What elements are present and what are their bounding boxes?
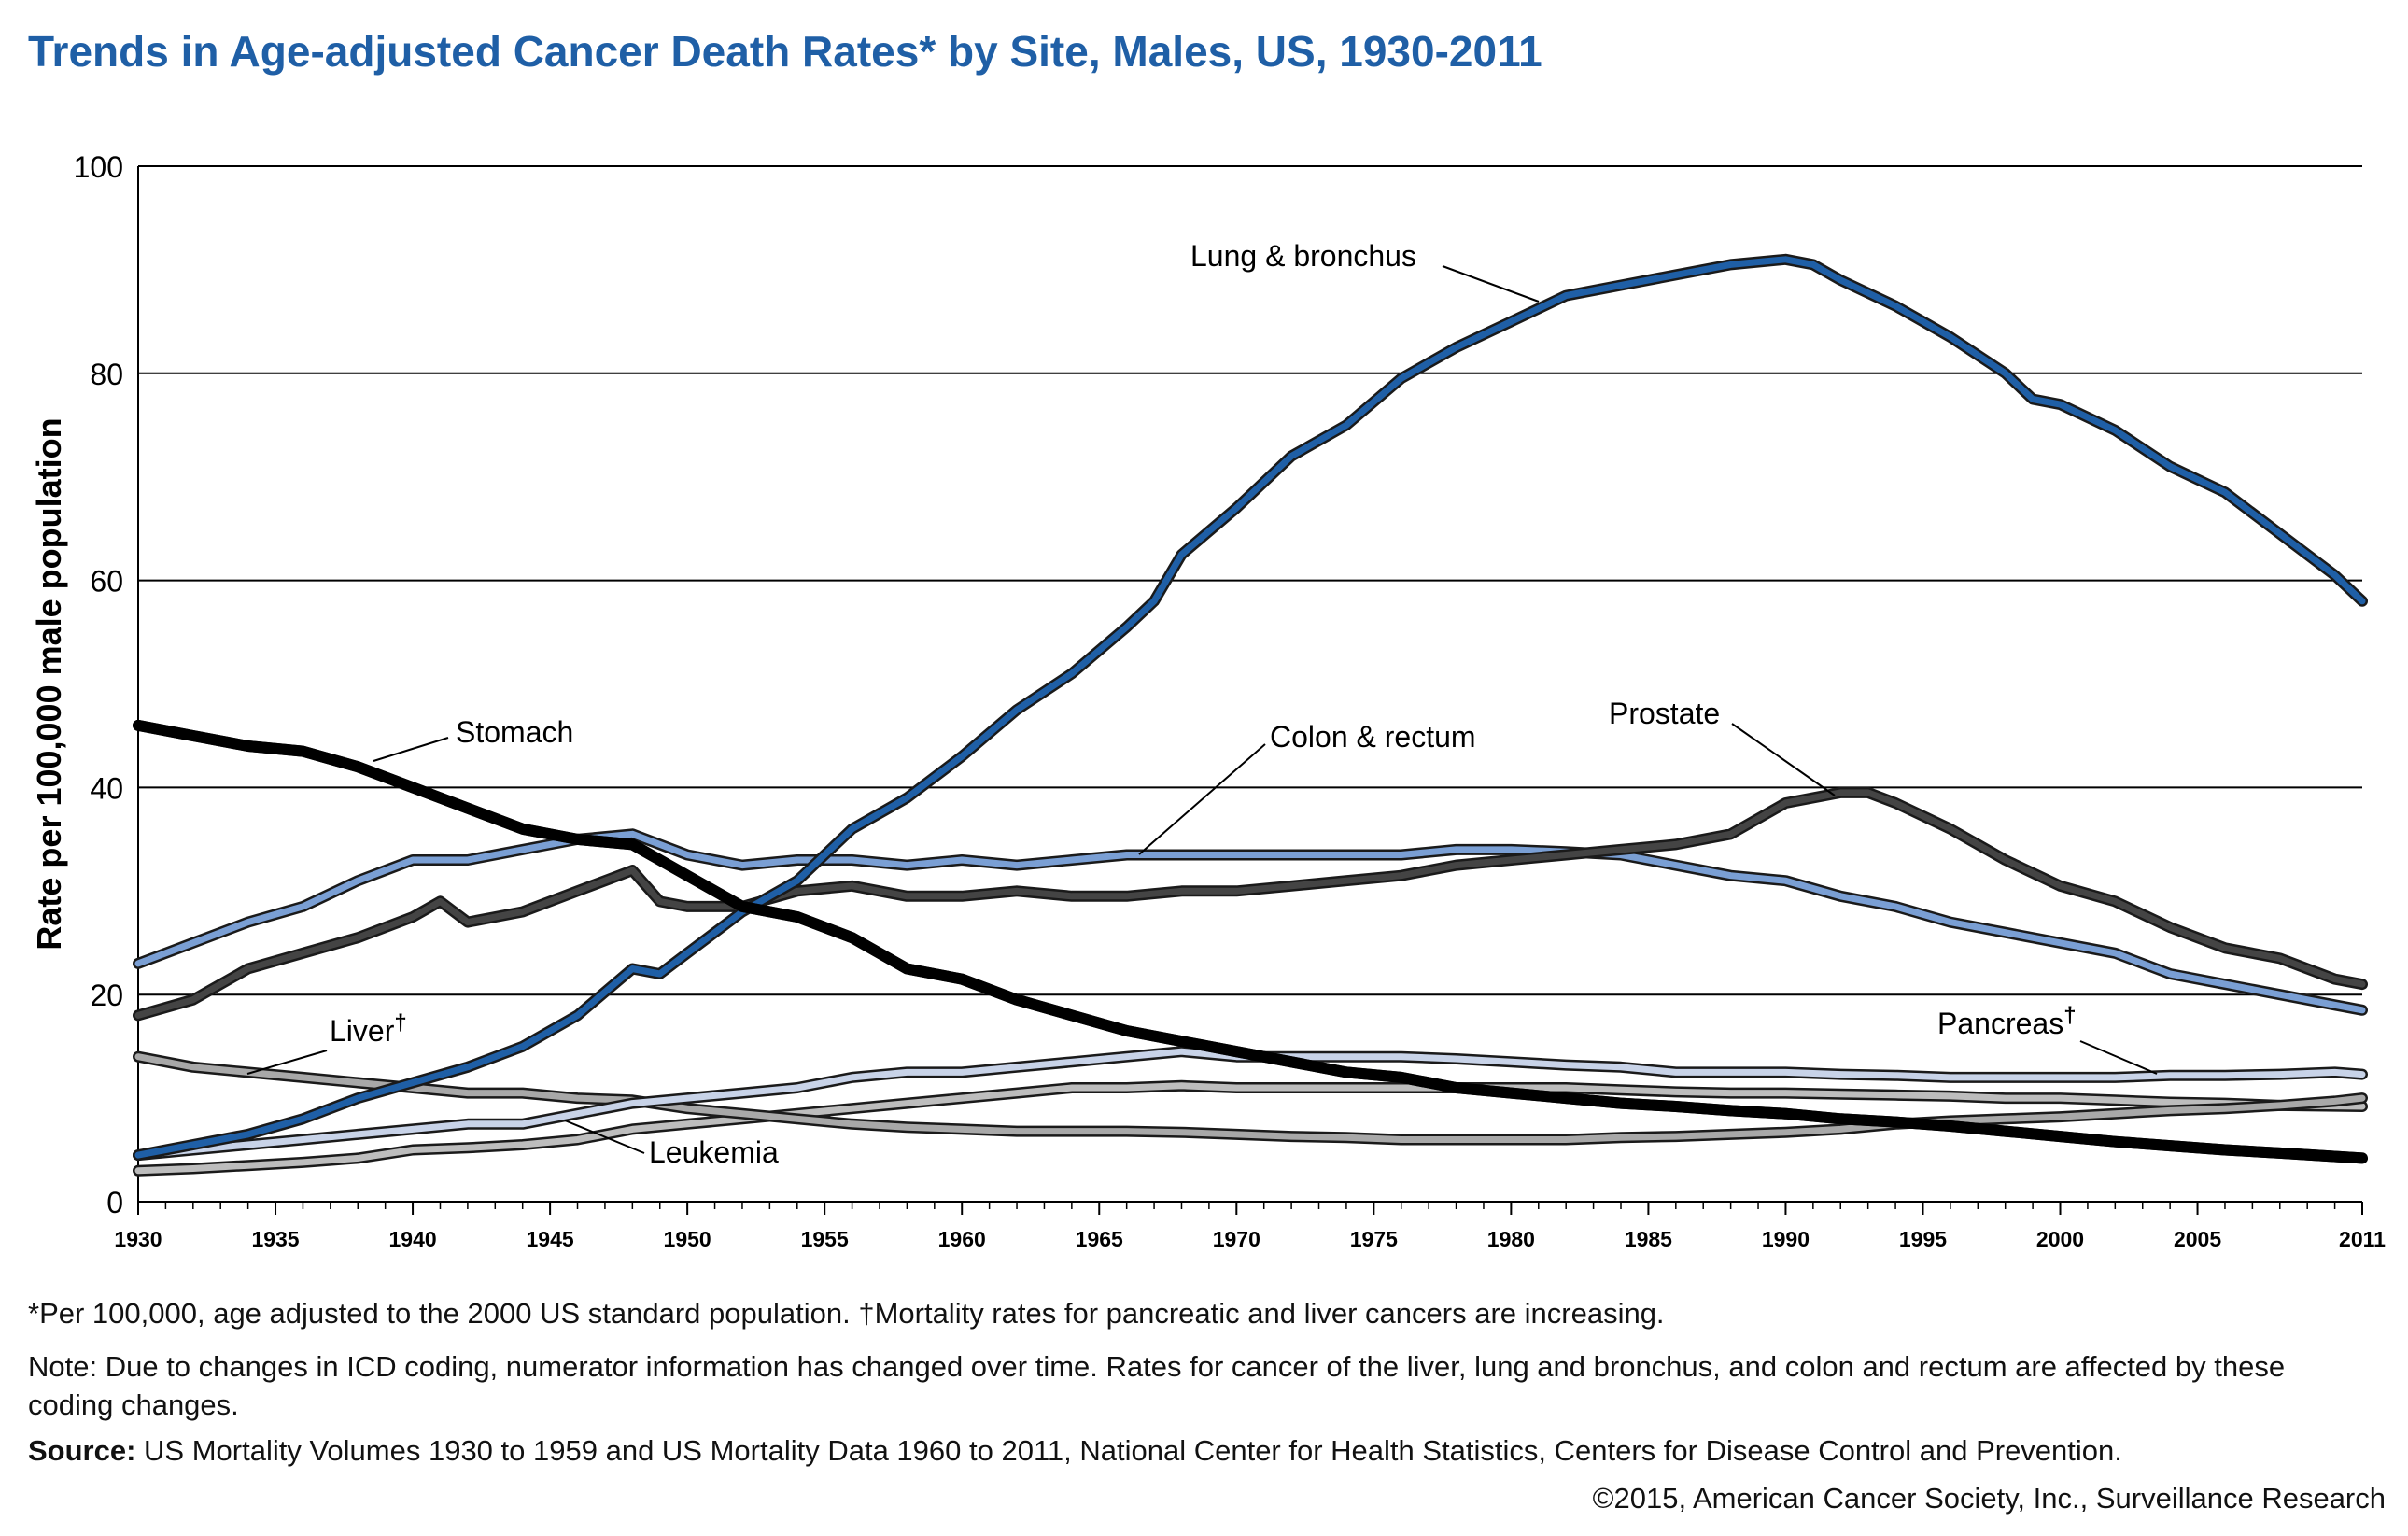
x-tick-label: 1990	[1762, 1227, 1810, 1251]
y-tick-label: 100	[74, 150, 123, 184]
series-lines	[133, 253, 2368, 1177]
series-line-leukemia	[134, 1082, 2366, 1175]
x-tick-label: 1945	[527, 1227, 574, 1251]
annotation-label: Leukemia	[649, 1135, 779, 1169]
annotations: Lung & bronchus Stomach Colon & rectum Pros…	[246, 239, 2158, 1169]
x-tick-label: 1940	[388, 1227, 436, 1251]
x-tick-label: 1965	[1076, 1227, 1123, 1251]
y-tick-label: 60	[90, 565, 123, 599]
footnote-definition: *Per 100,000, age adjusted to the 2000 U…	[28, 1297, 1665, 1330]
annotation-leader	[1442, 265, 1540, 303]
x-tick-label: 1995	[1899, 1227, 1947, 1251]
annotation-leader	[1731, 723, 1836, 796]
annotation-leader	[373, 737, 449, 762]
series-line-stomach	[133, 719, 2368, 1164]
x-tick-label: 1960	[938, 1227, 986, 1251]
series-outline-prostate	[133, 786, 2368, 1022]
annotation-leader	[564, 1120, 645, 1154]
x-tick-label: 1935	[251, 1227, 299, 1251]
annotation-superscript: †	[2063, 1003, 2076, 1028]
annotation-label: Prostate	[1609, 697, 1720, 730]
y-axis-label: Rate per 100,000 male population	[30, 417, 68, 950]
annotation-label: Colon & rectum	[1270, 720, 1476, 754]
axes: 0 20 40 60 80 100 1930 1935 1940 1945 1950 1955 1960…	[30, 150, 2386, 1251]
series-line-liver	[134, 1053, 2366, 1143]
copyright: ©2015, American Cancer Society, Inc., Su…	[1592, 1482, 2386, 1515]
y-tick-label: 40	[90, 771, 123, 805]
annotation-label: Lung & bronchus	[1190, 239, 1416, 273]
x-tick-label: 2011	[2339, 1227, 2386, 1251]
series-line-lung-bronchus	[134, 256, 2366, 1159]
source-label: Source:	[28, 1434, 136, 1467]
series-line-prostate	[134, 789, 2366, 1019]
annotation-leader	[246, 1050, 328, 1075]
x-tick-label: 1955	[801, 1227, 849, 1251]
chart-title: Trends in Age-adjusted Cancer Death Rate…	[28, 27, 1542, 76]
x-tick-label: 1985	[1625, 1227, 1672, 1251]
annotation-leader	[1138, 743, 1266, 855]
x-tick-label: 1970	[1213, 1227, 1260, 1251]
annotation-leader	[2079, 1040, 2158, 1075]
x-tick-label: 1975	[1350, 1227, 1398, 1251]
x-tick-label: 1930	[114, 1227, 162, 1251]
footnote-note: Note: Due to changes in ICD coding, nume…	[28, 1350, 2286, 1421]
footnote-source: Source: US Mortality Volumes 1930 to 195…	[28, 1431, 2122, 1470]
y-tick-label: 80	[90, 358, 123, 391]
gridlines	[138, 165, 2362, 996]
x-tick-label: 2000	[2036, 1227, 2084, 1251]
x-tick-label: 2005	[2174, 1227, 2221, 1251]
x-tick-label: 1980	[1487, 1227, 1535, 1251]
source-text: US Mortality Volumes 1930 to 1959 and US…	[135, 1434, 2122, 1467]
x-tick-label: 1950	[664, 1227, 711, 1251]
annotation-label: Pancreas†	[1937, 1003, 2077, 1040]
y-tick-label: 20	[90, 979, 123, 1012]
annotation-superscript: †	[394, 1010, 406, 1036]
annotation-label: Stomach	[456, 715, 573, 749]
annotation-label: Liver†	[330, 1010, 407, 1048]
series-line-colon-rectum	[134, 830, 2366, 1014]
y-tick-label: 0	[106, 1186, 123, 1219]
